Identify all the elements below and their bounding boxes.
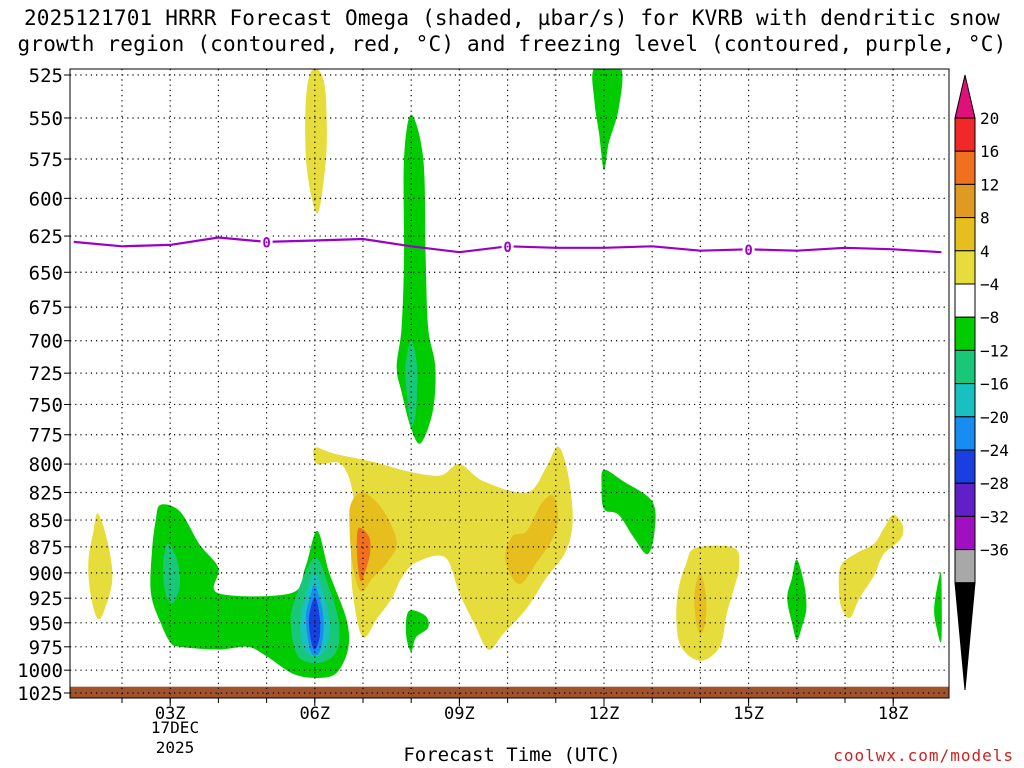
y-tick-label-675: 675: [29, 297, 63, 319]
x-tick-label-09Z: 09Z: [444, 704, 475, 724]
colorbar-label-11: −28: [980, 474, 1009, 493]
grid-lines: [70, 69, 949, 698]
y-tick-label-1000: 1000: [17, 660, 63, 682]
colorbar-label-0: 20: [980, 109, 999, 128]
omega-region-18-level-8: [694, 572, 707, 635]
omega-region-2-level--8: [405, 340, 418, 427]
freezing-level-contour: 0 0 0: [73, 233, 942, 259]
y-tick-label-700: 700: [29, 331, 63, 353]
colorbar-box-10: [954, 449, 976, 484]
omega-region-20-level-4: [838, 514, 904, 618]
omega-region-10-level--8: [162, 543, 181, 604]
colorbar-box-4: [954, 250, 976, 285]
omega-region-14-level--20: [308, 597, 321, 650]
colorbar-box-12: [954, 515, 976, 551]
colorbar-label-5: −4: [980, 275, 999, 294]
y-tick-label-800: 800: [29, 454, 63, 476]
y-tick-label-975: 975: [29, 637, 63, 659]
omega-region-7-level-8: [505, 495, 559, 584]
colorbar-label-12: −32: [980, 507, 1009, 526]
colorbar-box-1: [954, 150, 976, 185]
chart-title-line-1: 2025121701 HRRR Forecast Omega (shaded, …: [23, 6, 1001, 30]
colorbar-box-8: [954, 383, 976, 418]
omega-region-21-level--4: [934, 572, 942, 643]
y-tick-label-900: 900: [29, 563, 63, 585]
freezing-label-bg: [260, 233, 273, 250]
colorbar-box-11: [954, 482, 976, 517]
date-label-day: 17DEC: [150, 718, 200, 737]
watermark: coolwx.com/models: [833, 746, 1014, 765]
colorbar-label-7: −12: [980, 341, 1009, 360]
y-tick-label-600: 600: [29, 188, 63, 210]
colorbar-label-3: 8: [980, 209, 990, 228]
colorbar-box-7: [954, 349, 976, 385]
omega-region-6-level-12: [356, 527, 371, 582]
colorbar-box-9: [954, 416, 976, 451]
pressure-axis: 525 550 575 600 625 650 675 700 725 750 775 800 825 8…: [17, 65, 70, 705]
omega-region-4-level-4: [313, 446, 573, 650]
chart-title-line-2: growth region (contoured, red, °C) and f…: [17, 32, 1007, 56]
plot-frame: [69, 68, 950, 699]
y-tick-label-725: 725: [29, 363, 63, 385]
ground-surface: [70, 686, 949, 698]
colorbar-label-2: 12: [980, 175, 999, 194]
y-tick-label-925: 925: [29, 588, 63, 610]
y-tick-label-950: 950: [29, 613, 63, 635]
x-tick-label-03Z: 03Z: [155, 704, 186, 724]
freezing-level-label: 0: [744, 243, 752, 259]
y-tick-label-1025: 1025: [17, 683, 63, 705]
y-tick-label-775: 775: [29, 425, 63, 447]
colorbar-label-1: 16: [980, 142, 999, 161]
freezing-level-label: 0: [262, 235, 270, 251]
omega-region-3-level--4: [592, 69, 623, 171]
omega-region-8-level-4: [88, 513, 113, 620]
x-axis-label: Forecast Time (UTC): [403, 744, 621, 766]
colorbar-box-13: [954, 549, 976, 584]
y-tick-label-525: 525: [29, 65, 63, 87]
omega-region-16-level--4: [601, 469, 656, 555]
x-tick-label-12Z: 12Z: [589, 704, 620, 724]
y-tick-label-650: 650: [29, 262, 63, 284]
y-tick-label-750: 750: [29, 394, 63, 416]
date-label-year: 2025: [155, 738, 195, 757]
omega-region-0-level-4: [305, 69, 327, 214]
colorbar-label-13: −36: [980, 541, 1009, 560]
colorbar-bottom-arrow: [954, 582, 976, 691]
colorbar-box-3: [954, 217, 976, 252]
colorbar-box-0: [954, 117, 976, 152]
y-tick-label-875: 875: [29, 537, 63, 559]
x-tick-label-06Z: 06Z: [299, 704, 330, 724]
omega-region-17-level-4: [676, 545, 740, 661]
y-tick-label-625: 625: [29, 226, 63, 248]
colorbar: 20 16 12 8 4 −4 −8 −12 −16 −20 −24 −28 −32 −36: [954, 74, 1009, 691]
x-tick-label-15Z: 15Z: [733, 704, 764, 724]
colorbar-label-8: −16: [980, 375, 1009, 394]
time-axis: 03Z 06Z 09Z 12Z 15Z 18Z: [121, 698, 909, 724]
freezing-label-bg: [742, 241, 755, 258]
colorbar-box-5: [954, 283, 976, 318]
y-tick-label-575: 575: [29, 149, 63, 171]
colorbar-label-10: −24: [980, 441, 1009, 460]
y-tick-label-825: 825: [29, 482, 63, 504]
freezing-label-bg: [501, 238, 514, 255]
y-tick-label-850: 850: [29, 510, 63, 532]
colorbar-label-9: −20: [980, 408, 1009, 427]
colorbar-top-arrow: [954, 74, 976, 119]
colorbar-label-4: 4: [980, 242, 990, 261]
colorbar-box-2: [954, 183, 976, 219]
y-tick-label-550: 550: [29, 108, 63, 130]
colorbar-label-6: −8: [980, 308, 999, 327]
colorbar-box-6: [954, 316, 976, 351]
freezing-level-label: 0: [503, 240, 511, 256]
x-tick-label-18Z: 18Z: [878, 704, 909, 724]
